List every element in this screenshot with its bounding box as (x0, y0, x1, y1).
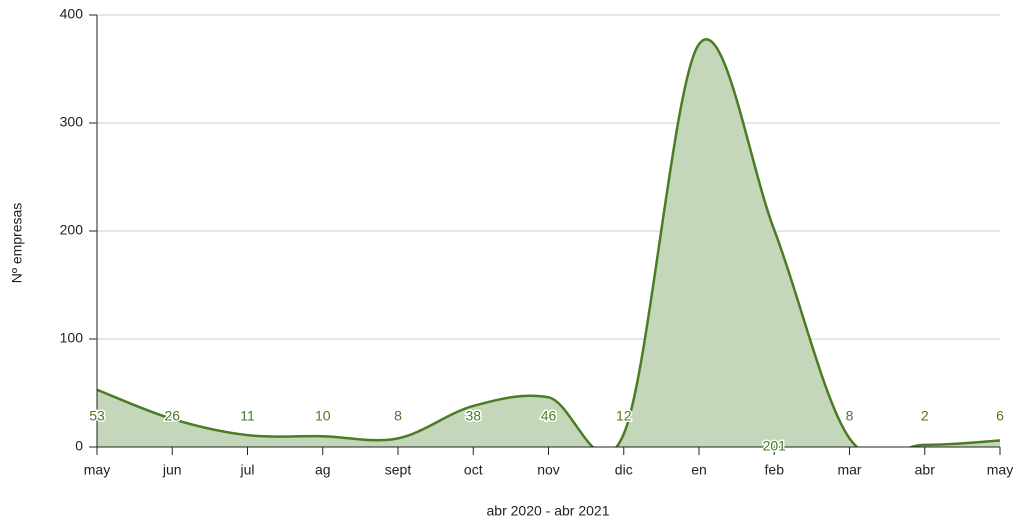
data-label: 11 (240, 408, 255, 424)
x-tick-label: ag (315, 462, 331, 478)
x-tick-label: dic (615, 462, 633, 478)
data-label: 38 (465, 408, 481, 424)
data-label: 53 (89, 408, 105, 424)
x-tick-label: may (84, 462, 110, 478)
data-label: 6 (996, 408, 1004, 424)
x-tick-label: oct (464, 462, 483, 478)
y-tick-label: 0 (75, 438, 83, 454)
data-label: 46 (541, 408, 557, 424)
y-tick-label: 100 (60, 330, 84, 346)
data-label: 201 (763, 438, 787, 454)
data-label: 8 (846, 408, 854, 424)
x-tick-label: jul (239, 462, 254, 478)
x-tick-label: may (987, 462, 1013, 478)
x-tick-label: abr (915, 462, 936, 478)
data-label: 10 (315, 408, 331, 424)
x-tick-label: nov (537, 462, 560, 478)
x-tick-label: mar (837, 462, 861, 478)
line (96, 38, 1001, 447)
area (97, 39, 1000, 447)
data-label: 2 (921, 408, 929, 424)
y-tick-label: 300 (60, 114, 84, 130)
area-group (96, 38, 1001, 447)
x-tick-label: jun (162, 462, 182, 478)
x-tick-label: en (691, 462, 707, 478)
x-tick-label: feb (765, 462, 785, 478)
data-label: 12 (616, 408, 632, 424)
y-tick-label: 400 (60, 6, 84, 22)
data-label: 26 (164, 408, 180, 424)
x-axis-title: abr 2020 - abr 2021 (487, 503, 610, 519)
data-label: 8 (394, 408, 402, 424)
y-tick-label: 200 (60, 222, 84, 238)
y-axis-title: Nº empresas (9, 203, 25, 284)
x-tick-label: sept (385, 462, 412, 478)
